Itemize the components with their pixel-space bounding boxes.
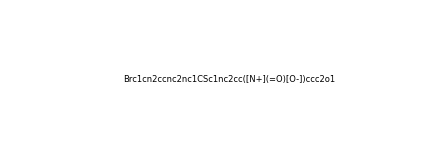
Text: Brc1cn2ccnc2nc1CSc1nc2cc([N+](=O)[O-])ccc2o1: Brc1cn2ccnc2nc1CSc1nc2cc([N+](=O)[O-])cc…: [123, 75, 335, 84]
